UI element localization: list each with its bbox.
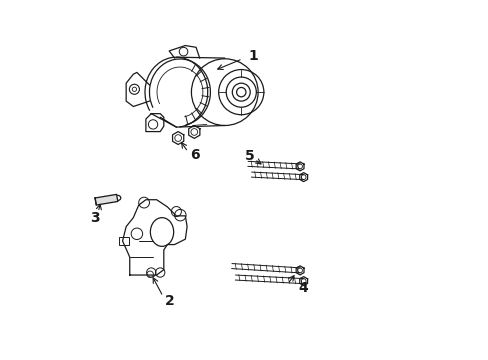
Text: 2: 2 xyxy=(164,294,174,308)
Polygon shape xyxy=(95,194,118,205)
Text: 6: 6 xyxy=(190,148,200,162)
Text: 5: 5 xyxy=(244,149,254,163)
Text: 3: 3 xyxy=(90,211,99,225)
Text: 4: 4 xyxy=(298,281,308,295)
Text: 1: 1 xyxy=(248,49,258,63)
Bar xyxy=(119,237,128,244)
